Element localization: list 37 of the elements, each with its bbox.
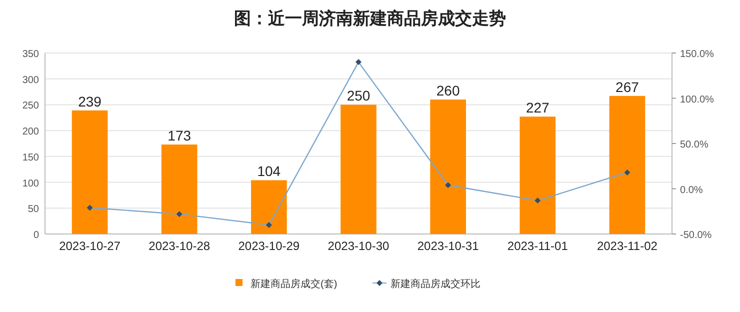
data-label: 227 <box>526 100 550 116</box>
bar <box>340 104 376 234</box>
data-label: 260 <box>436 82 460 99</box>
bar <box>251 180 287 234</box>
y-tick-label: 50 <box>28 204 40 216</box>
bar <box>609 96 646 234</box>
y2-tick-label: 0.0% <box>680 184 703 196</box>
x-tick-label: 2023-10-30 <box>328 239 390 253</box>
bar <box>72 110 108 234</box>
legend-label: 新建商品房成交(套) <box>250 278 338 290</box>
legend-label: 新建商品房成交环比 <box>390 278 480 290</box>
x-tick-label: 2023-10-27 <box>59 239 121 253</box>
x-tick-label: 2023-11-02 <box>596 239 658 253</box>
data-label: 267 <box>616 78 640 95</box>
data-label: 239 <box>78 93 102 110</box>
x-tick-label: 2023-10-28 <box>148 239 210 253</box>
y2-tick-label: -50.0% <box>680 230 712 241</box>
data-label: 104 <box>257 163 281 180</box>
y-tick-label: 350 <box>22 49 40 60</box>
y-tick-label: 150 <box>22 152 40 164</box>
y2-tick-label: 150.0% <box>680 49 714 60</box>
bar <box>520 116 556 234</box>
bar <box>430 100 466 234</box>
y-tick-label: 300 <box>22 74 40 86</box>
x-tick-label: 2023-10-31 <box>417 239 480 253</box>
data-label: 173 <box>168 128 192 144</box>
bar <box>161 144 198 234</box>
y-tick-label: 100 <box>22 178 40 190</box>
y2-tick-label: 50.0% <box>680 140 708 150</box>
x-tick-label: 2023-11-01 <box>507 239 568 253</box>
x-tick-label: 2023-10-29 <box>238 239 300 253</box>
chart-title: 图：近一周济南新建商品房成交走势 <box>234 9 506 28</box>
y2-tick-label: 100.0% <box>680 94 714 106</box>
y-tick-label: 250 <box>22 100 40 112</box>
y-tick-label: 200 <box>22 126 40 138</box>
y-tick-label: 0 <box>33 230 40 241</box>
data-label: 250 <box>346 88 370 104</box>
